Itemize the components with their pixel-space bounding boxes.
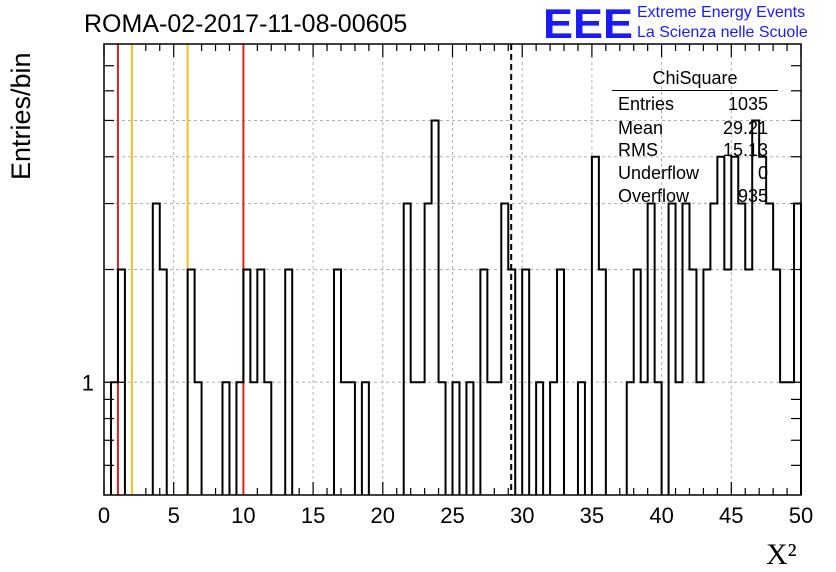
histogram-bin [453, 382, 460, 495]
histogram-bin [411, 382, 418, 495]
y-tick-labels: 1 [82, 370, 94, 395]
histogram-bin [160, 270, 167, 496]
plot-frame [103, 43, 802, 496]
histogram-bin [676, 382, 683, 495]
histogram-bin [522, 270, 529, 496]
x-tick-label: 0 [98, 503, 110, 528]
histogram-bin [696, 382, 703, 495]
histogram-bin [627, 382, 634, 495]
histogram-bin [508, 270, 515, 496]
histogram-bin [341, 382, 348, 495]
histogram-bin [724, 270, 731, 496]
logo-letters: EEE [543, 2, 633, 42]
histogram-bin [362, 382, 369, 495]
histogram-bin [334, 270, 341, 496]
histogram-bin [634, 270, 641, 496]
x-tick-label: 35 [580, 503, 604, 528]
x-tick-labels: 0 5 10 15 20 25 30 35 40 45 50 [98, 503, 813, 528]
histogram-bin [766, 204, 773, 495]
histogram-bin [195, 382, 202, 495]
histogram-bin [780, 382, 787, 495]
histogram-bin [466, 382, 473, 495]
histogram-bin [487, 382, 494, 495]
histogram-bin [794, 204, 801, 495]
histogram-bin [689, 270, 696, 496]
histogram-bin [264, 382, 271, 495]
stats-value: 0 [757, 163, 768, 183]
histogram-bin [494, 382, 501, 495]
histogram-bin [348, 382, 355, 495]
x-tick-label: 45 [719, 503, 743, 528]
x-tick-label: 30 [510, 503, 534, 528]
histogram-bin [641, 382, 648, 495]
histogram-outline [109, 119, 802, 495]
x-tick-label: 10 [231, 503, 255, 528]
stats-title: ChiSquare [652, 68, 738, 88]
histogram-bin [118, 270, 125, 496]
x-tick-label: 20 [371, 503, 395, 528]
histogram-bin [188, 270, 195, 496]
stats-label: Entries [618, 94, 675, 114]
stats-divider [612, 90, 778, 91]
stats-label: RMS [618, 140, 658, 160]
histogram-bin [425, 204, 432, 495]
histogram-bin [111, 382, 118, 495]
x-tick-label: 50 [789, 503, 813, 528]
histogram-bin [550, 382, 557, 495]
histogram-bin [418, 382, 425, 495]
x-tick-label: 15 [301, 503, 325, 528]
histogram-bin [648, 204, 655, 495]
histogram-bin [557, 270, 564, 496]
histogram-bin [536, 382, 543, 495]
stats-label: Overflow [618, 186, 690, 206]
histogram-bin [787, 382, 794, 495]
histogram-bin [599, 270, 606, 496]
histogram-bin [243, 270, 250, 496]
stats-value: 15.13 [722, 140, 768, 160]
histogram-bin [773, 270, 780, 496]
histogram-bin [222, 382, 229, 495]
x-tick-label: 40 [649, 503, 673, 528]
histogram-bin [592, 157, 599, 495]
histogram-bin [257, 270, 264, 496]
histogram-bin [655, 382, 662, 495]
chart-title: ROMA-02-2017-11-08-00605 [84, 10, 408, 38]
histogram-bin [153, 204, 160, 495]
histogram-bin [236, 382, 243, 495]
histogram-bin [738, 204, 745, 495]
stats-value: 1035 [727, 94, 768, 114]
histogram-bin [250, 382, 257, 495]
histogram-bin [578, 382, 585, 495]
histogram-bin [710, 204, 717, 495]
histogram-bin [703, 270, 710, 496]
histogram-bin [683, 204, 690, 495]
histogram-bin [501, 204, 508, 495]
y-axis-label: Entries/bin [6, 52, 36, 180]
y-tick-label: 1 [82, 370, 94, 395]
logo-line-2: La Scienza nelle Scuole [637, 24, 808, 41]
logo-line-1: Extreme Energy Events [637, 4, 806, 21]
stats-label: Underflow [618, 163, 700, 183]
stats-value: 29.21 [722, 118, 768, 138]
x-tick-label: 5 [168, 503, 180, 528]
histogram-bin [285, 270, 292, 496]
stats-value: 935 [737, 186, 768, 206]
stats-label: Mean [618, 118, 664, 138]
x-axis-label: X² [766, 538, 797, 571]
histogram-bin [432, 120, 439, 495]
x-tick-label: 25 [440, 503, 464, 528]
histogram-bin [439, 382, 446, 495]
histogram-bin [480, 270, 487, 496]
eee-logo: EEE [543, 2, 633, 42]
histogram-bars [109, 119, 802, 496]
histogram-bin [404, 204, 411, 495]
stats-box: ChiSquare Entries 1035 Mean 29.21 RMS 15.13… [610, 66, 780, 211]
histogram-bin [745, 270, 752, 496]
histogram-bin [669, 204, 676, 495]
